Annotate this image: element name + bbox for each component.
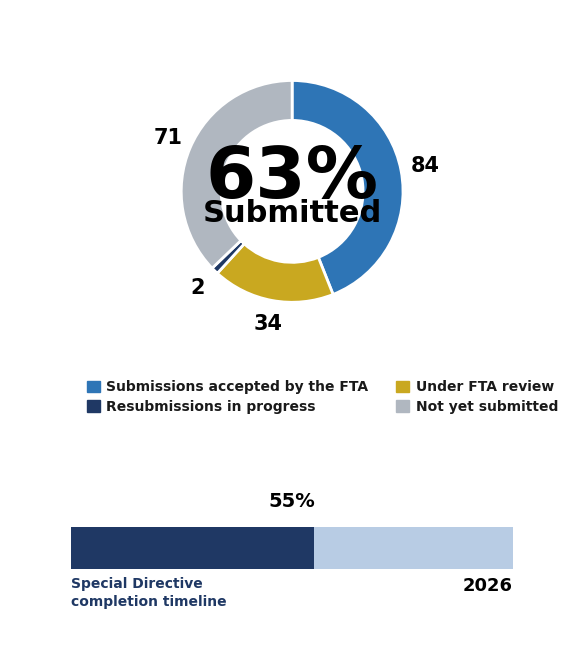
Text: 84: 84 bbox=[410, 156, 439, 176]
Text: 2026: 2026 bbox=[463, 577, 513, 595]
Legend: Submissions accepted by the FTA, Resubmissions in progress, Under FTA review, No: Submissions accepted by the FTA, Resubmi… bbox=[87, 380, 558, 413]
Text: 63%: 63% bbox=[206, 144, 378, 213]
Text: Special Directive
completion timeline: Special Directive completion timeline bbox=[71, 577, 227, 609]
Wedge shape bbox=[217, 244, 333, 302]
Text: Submitted: Submitted bbox=[202, 199, 382, 228]
Bar bbox=[71, 527, 314, 569]
Text: 55%: 55% bbox=[268, 492, 316, 511]
Text: 71: 71 bbox=[153, 128, 182, 148]
Wedge shape bbox=[181, 81, 292, 268]
Wedge shape bbox=[292, 81, 403, 294]
Wedge shape bbox=[212, 240, 245, 273]
Bar bbox=[71, 527, 513, 569]
Text: 34: 34 bbox=[253, 315, 282, 335]
Text: 2: 2 bbox=[190, 278, 205, 298]
